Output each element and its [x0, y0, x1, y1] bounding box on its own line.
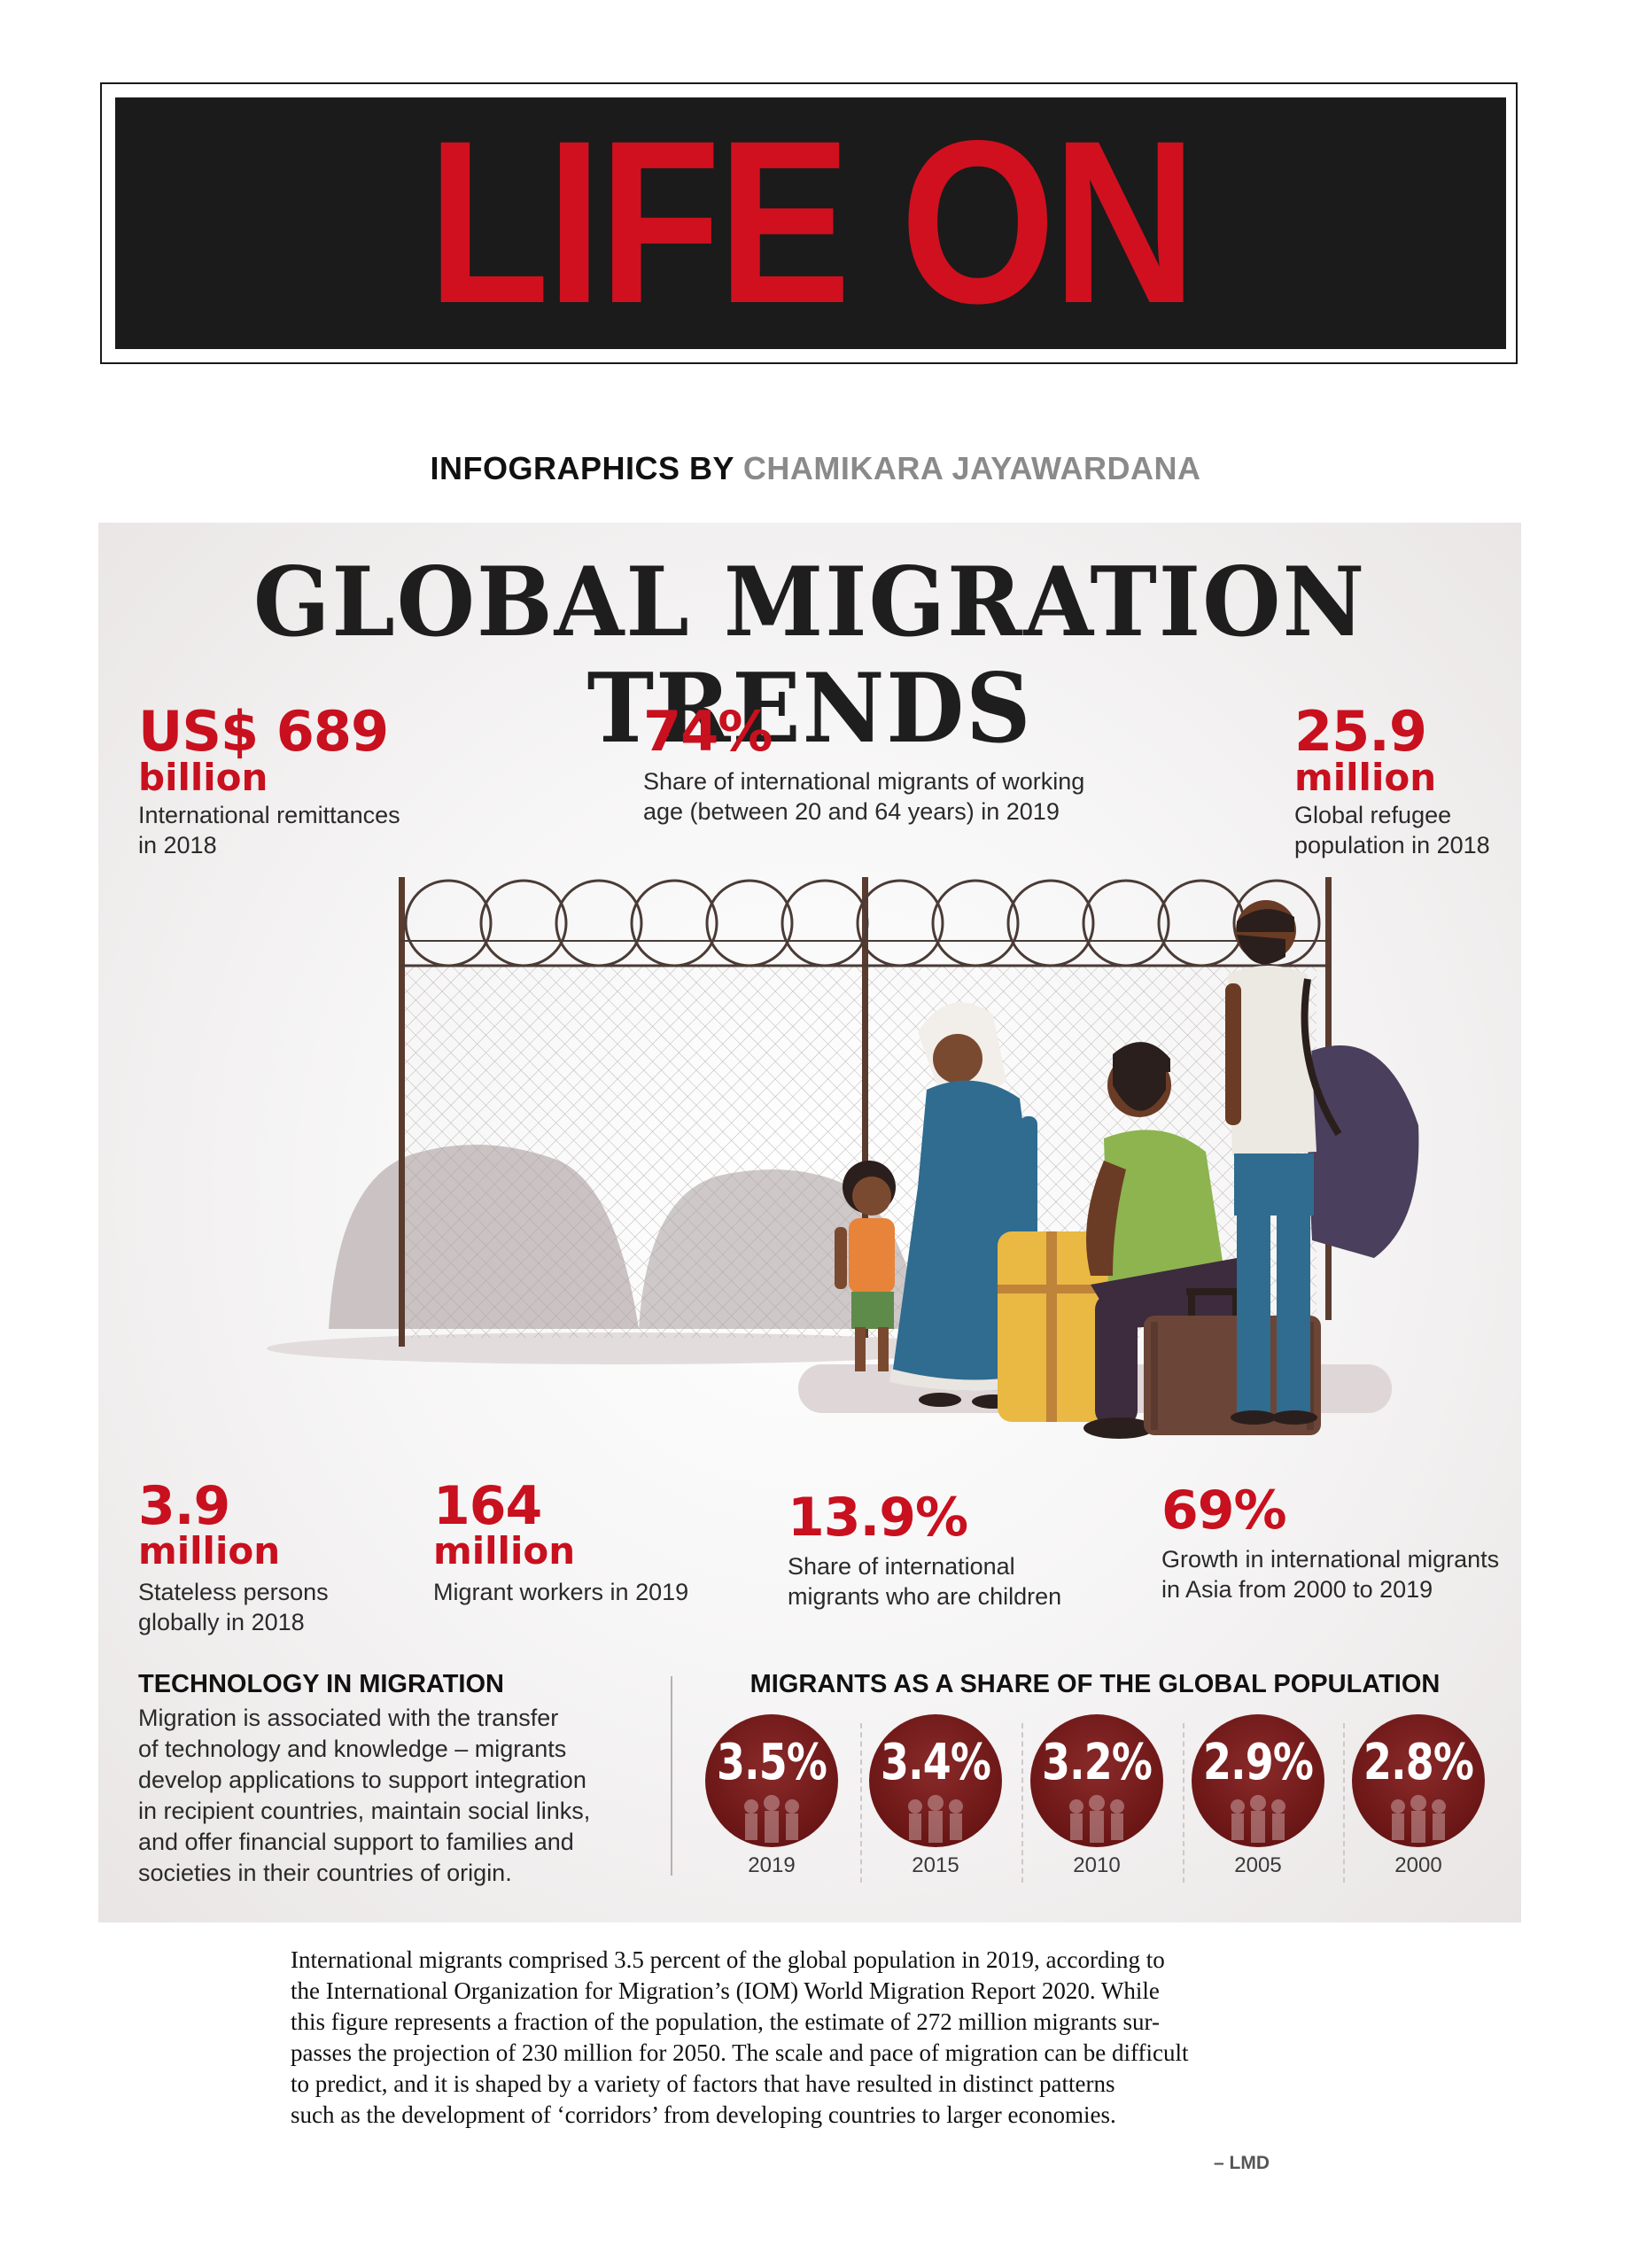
stat-working-age: 74% Share of international migrants of w… [643, 704, 1084, 827]
share-circle-2019: 3.5% [705, 1714, 838, 1847]
stat-value: 25.9 [1294, 699, 1427, 764]
stat-refugees: 25.9 million Global refugee population i… [1294, 704, 1490, 860]
article-line: such as the development of ‘corridors’ f… [291, 2101, 1116, 2128]
stat-desc-line: in Asia from 2000 to 2019 [1161, 1576, 1433, 1603]
technology-section: TECHNOLOGY IN MIGRATION Migration is ass… [138, 1670, 634, 1889]
article-line: International migrants comprised 3.5 per… [291, 1946, 1165, 1973]
share-circle-2015: 3.4% [869, 1714, 1002, 1847]
technology-heading: TECHNOLOGY IN MIGRATION [138, 1670, 504, 1698]
migrants-at-fence-illustration [267, 877, 1419, 1439]
people-silhouette-icon [1231, 1795, 1285, 1843]
seated-man-figure [1083, 1042, 1250, 1439]
stat-desc-line: Stateless persons [138, 1579, 329, 1605]
share-year: 2019 [748, 1853, 796, 1877]
credit-author: CHAMIKARA JAYAWARDANA [742, 450, 1201, 486]
infographic-panel: GLOBAL MIGRATION TRENDS US$ 689 billion … [98, 523, 1521, 1922]
share-circle-2010: 3.2% [1030, 1714, 1163, 1847]
standing-man-figure [1225, 900, 1419, 1425]
people-silhouette-icon [1069, 1795, 1124, 1843]
technology-line: in recipient countries, maintain social … [138, 1798, 591, 1824]
section-divider [671, 1676, 672, 1876]
stat-desc-line: age (between 20 and 64 years) in 2019 [643, 798, 1060, 825]
article-signoff: – LMD [1214, 2153, 1270, 2173]
technology-line: and offer financial support to families … [138, 1829, 574, 1855]
article-line: to predict, and it is shaped by a variet… [291, 2070, 1115, 2097]
article-line: the International Organization for Migra… [291, 1977, 1160, 2004]
stat-desc-line: Migrant workers in 2019 [433, 1579, 689, 1605]
yellow-suitcase [998, 1231, 1113, 1422]
ground-shadow [267, 1332, 975, 1364]
technology-line: develop applications to support integrat… [138, 1767, 586, 1793]
people-silhouette-icon [1391, 1795, 1446, 1843]
people-silhouette-icon [744, 1795, 799, 1843]
infographic-title: GLOBAL MIGRATION TRENDS [252, 547, 1367, 765]
masthead-title: LIFE ON EARTH [427, 97, 1197, 350]
technology-line: societies in their countries of origin. [138, 1860, 512, 1886]
stat-remittances: US$ 689 billion International remittance… [138, 704, 400, 860]
article-line: passes the projection of 230 million for… [291, 2039, 1189, 2066]
stat-children: 13.9% Share of international migrants wh… [788, 1491, 1061, 1612]
stat-value: 69% [1161, 1480, 1287, 1542]
stat-desc-line: globally in 2018 [138, 1609, 305, 1635]
stat-value: 13.9% [788, 1487, 968, 1549]
dashed-separator [1021, 1723, 1023, 1883]
technology-line: Migration is associated with the transfe… [138, 1705, 559, 1731]
population-share-section: MIGRANTS AS A SHARE OF THE GLOBAL POPULA… [683, 1670, 1507, 1883]
dashed-separator [1343, 1723, 1345, 1883]
stat-value: 164 [433, 1475, 542, 1537]
share-year: 2000 [1394, 1853, 1442, 1877]
population-share-heading: MIGRANTS AS A SHARE OF THE GLOBAL POPULA… [749, 1670, 1441, 1698]
share-value: 3.4% [880, 1734, 991, 1791]
stat-stateless: 3.9 million Stateless persons globally i… [138, 1480, 329, 1637]
share-value: 2.8% [1363, 1734, 1474, 1791]
stat-desc-line: migrants who are children [788, 1583, 1062, 1610]
share-circle-2000: 2.8% [1352, 1714, 1485, 1847]
masthead-banner: LIFE ON EARTH [115, 97, 1506, 349]
stat-value: 3.9 [138, 1475, 230, 1537]
share-value: 2.9% [1202, 1734, 1314, 1791]
article-text: International migrants comprised 3.5 per… [291, 1945, 1349, 2131]
stat-desc-line: Share of international [788, 1553, 1015, 1580]
share-value: 3.2% [1041, 1734, 1153, 1791]
stat-unit: million [1294, 756, 1437, 799]
stat-value: 74% [643, 699, 773, 764]
dashed-separator [860, 1723, 862, 1883]
stat-desc-line: Share of international migrants of worki… [643, 768, 1085, 795]
stat-desc-line: Growth in international migrants [1161, 1546, 1500, 1573]
fence-post [862, 877, 868, 1338]
people-silhouette-icon [908, 1795, 963, 1843]
share-value: 3.5% [716, 1734, 827, 1791]
share-year: 2005 [1234, 1853, 1282, 1877]
child-figure [835, 1161, 896, 1371]
technology-line: of technology and knowledge – migrants [138, 1736, 567, 1762]
dashed-separator [1183, 1723, 1184, 1883]
stat-desc-line: in 2018 [138, 832, 217, 858]
stat-desc-line: Global refugee [1294, 802, 1452, 828]
stat-desc-line: population in 2018 [1294, 832, 1490, 858]
fence-post [399, 877, 405, 1347]
credit-line: INFOGRAPHICS BY CHAMIKARA JAYAWARDANA [0, 450, 1631, 487]
stat-unit: million [138, 1529, 281, 1573]
stat-asia-growth: 69% Growth in international migrants in … [1161, 1484, 1499, 1604]
stat-desc-line: International remittances [138, 802, 400, 828]
share-circle-2005: 2.9% [1192, 1714, 1324, 1847]
stat-migrant-workers: 164 million Migrant workers in 2019 [433, 1480, 688, 1607]
article-line: this figure represents a fraction of the… [291, 2008, 1160, 2035]
share-year: 2015 [912, 1853, 959, 1877]
share-year: 2010 [1073, 1853, 1121, 1877]
banner-frame [100, 82, 1518, 364]
credit-prefix: INFOGRAPHICS BY [430, 450, 734, 486]
stat-value: US$ 689 [138, 699, 389, 764]
stat-unit: million [433, 1529, 576, 1573]
stat-unit: billion [138, 756, 268, 799]
